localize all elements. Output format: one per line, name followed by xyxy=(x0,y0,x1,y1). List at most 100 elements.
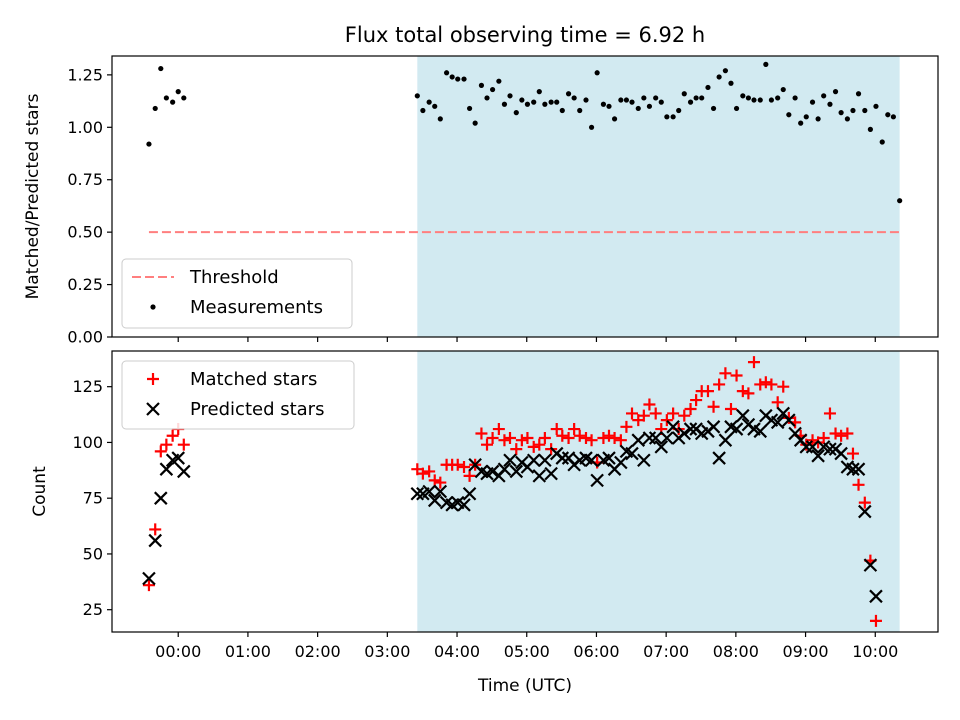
measurement-point xyxy=(890,114,896,120)
measurement-point xyxy=(623,97,630,103)
matched-star-point xyxy=(550,423,563,436)
measurement-point xyxy=(653,95,659,101)
matched-star-point xyxy=(451,458,464,471)
matched-star-point xyxy=(562,431,575,444)
measurement-point xyxy=(600,101,607,107)
matched-star-point xyxy=(556,429,569,442)
measurement-point xyxy=(710,105,717,112)
top-panel: 0.00 0.25 0.50 0.75 1.00 1.25 Flux total obse… xyxy=(23,23,939,347)
measurement-point xyxy=(443,70,450,76)
bottom-y-tick-label: 100 xyxy=(72,433,103,452)
matched-star-point xyxy=(533,438,546,451)
matched-star-point xyxy=(660,414,673,427)
measurement-point xyxy=(484,95,490,101)
measurement-point xyxy=(611,116,618,122)
legend-matched-swatch xyxy=(147,373,159,385)
matched-star-point xyxy=(521,431,534,444)
predicted-star-point xyxy=(846,462,860,476)
matched-star-point xyxy=(458,460,471,473)
predicted-star-point xyxy=(660,431,674,445)
matched-star-point xyxy=(527,440,540,453)
matched-star-point xyxy=(498,434,511,447)
x-tick-label: 07:00 xyxy=(643,642,689,661)
legend-matched-label: Matched stars xyxy=(190,369,317,390)
matched-star-point xyxy=(684,402,697,415)
measurement-point xyxy=(821,93,827,99)
predicted-star-point xyxy=(683,422,698,436)
measurement-point xyxy=(757,97,763,103)
legend-measurements-label: Measurements xyxy=(190,297,323,318)
measurement-point xyxy=(705,84,711,91)
matched-star-point xyxy=(719,367,732,380)
measurement-point xyxy=(832,89,839,95)
measurement-point xyxy=(897,198,903,204)
measurement-point xyxy=(565,91,572,97)
matched-star-point xyxy=(475,427,488,440)
measurement-point xyxy=(751,97,757,103)
measurement-point xyxy=(588,124,595,130)
predicted-star-point xyxy=(422,484,436,499)
top-y-tick-label: 0.25 xyxy=(67,275,103,294)
predicted-star-point xyxy=(614,455,628,470)
measurement-point xyxy=(815,116,821,122)
top-y-tick-label: 0.50 xyxy=(67,223,103,242)
bottom-y-tick-label: 25 xyxy=(83,600,103,619)
measurement-point xyxy=(879,139,885,145)
matched-star-point xyxy=(568,423,581,436)
measurement-point xyxy=(798,120,804,126)
matched-star-point xyxy=(434,476,447,489)
matched-star-point xyxy=(142,579,155,592)
x-tick-label: 05:00 xyxy=(504,642,550,661)
legend-predicted-swatch xyxy=(146,402,160,416)
predicted-star-point xyxy=(858,504,872,519)
measurement-point xyxy=(740,93,746,99)
x-tick-label: 00:00 xyxy=(155,642,201,661)
measurement-point xyxy=(763,61,769,67)
top-y-tick-label: 1.25 xyxy=(67,65,103,84)
matched-star-point xyxy=(869,614,882,627)
measurement-point xyxy=(629,99,635,105)
predicted-star-point xyxy=(823,442,837,456)
predicted-star-point xyxy=(544,466,558,481)
measurement-point xyxy=(559,107,565,114)
matched-star-point xyxy=(730,369,743,382)
predicted-star-point xyxy=(625,446,639,461)
matched-star-point xyxy=(154,445,167,458)
measurement-point xyxy=(478,82,485,88)
predicted-star-point xyxy=(863,558,878,572)
measurement-point xyxy=(670,114,676,120)
measurement-point xyxy=(775,95,781,101)
matched-star-point xyxy=(771,396,784,409)
measurement-point xyxy=(455,76,461,82)
predicted-star-point xyxy=(729,422,744,436)
predicted-star-point xyxy=(706,420,721,434)
measurement-point xyxy=(681,91,687,97)
measurement-point xyxy=(489,86,496,93)
measurement-point xyxy=(641,95,647,101)
measurement-point xyxy=(163,95,169,101)
measurement-point xyxy=(181,95,187,101)
predicted-star-point xyxy=(485,464,500,479)
x-axis-label: Time (UTC) xyxy=(477,676,572,696)
measurement-point xyxy=(571,95,577,101)
bottom-y-axis-ticks: 25 50 75 100 125 xyxy=(72,377,112,619)
predicted-star-point xyxy=(631,433,646,447)
measurement-point xyxy=(449,74,455,80)
matched-star-point xyxy=(806,434,819,447)
measurement-point xyxy=(716,74,722,80)
measurement-point xyxy=(420,107,426,114)
matched-star-point xyxy=(713,378,726,391)
matched-star-point xyxy=(747,356,760,369)
measurement-point xyxy=(606,103,612,109)
predicted-star-point xyxy=(532,469,547,483)
measurement-point xyxy=(432,103,438,109)
measurement-point xyxy=(426,99,432,105)
measurement-point xyxy=(867,126,873,132)
matched-star-point xyxy=(823,407,836,420)
matched-star-point xyxy=(667,407,680,420)
matched-star-point xyxy=(504,431,517,444)
matched-star-point xyxy=(736,385,749,398)
top-x-axis-ticks xyxy=(177,337,876,342)
predicted-star-point xyxy=(712,451,726,465)
